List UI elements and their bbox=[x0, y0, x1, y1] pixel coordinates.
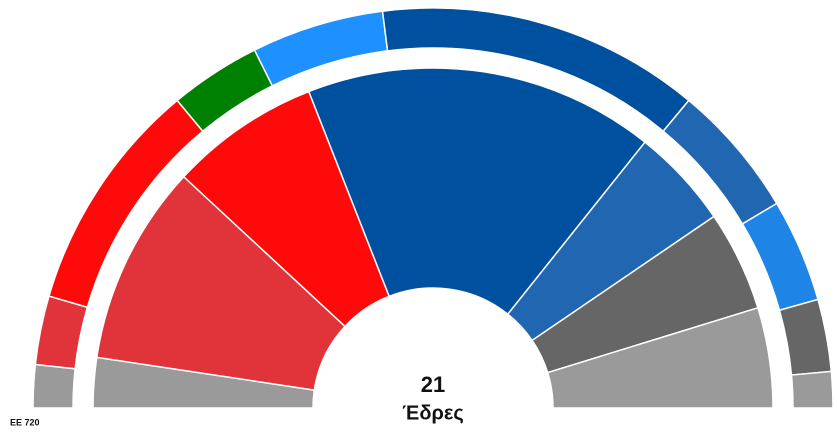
inner-segment bbox=[546, 306, 774, 409]
inner-segment bbox=[307, 67, 647, 316]
outer-segment bbox=[778, 298, 833, 376]
total-label: Έδρες bbox=[402, 402, 463, 424]
inner-segment bbox=[95, 175, 347, 391]
outer-segment bbox=[32, 363, 76, 409]
outer-segment bbox=[34, 295, 89, 370]
outer-segment bbox=[790, 370, 834, 409]
outer-label: ΕΕ 720 bbox=[10, 417, 40, 427]
total-seats: 21 bbox=[421, 372, 445, 397]
